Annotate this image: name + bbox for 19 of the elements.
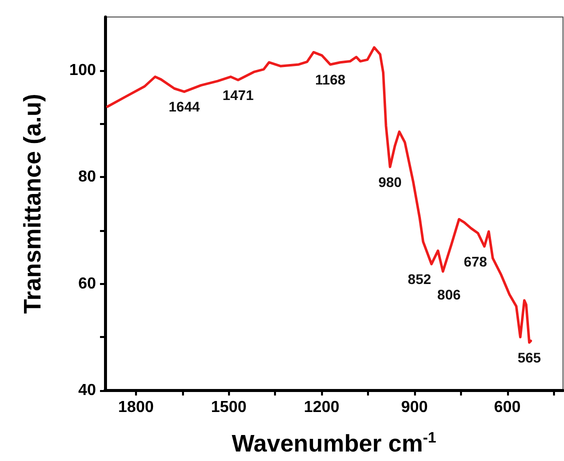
line-series bbox=[106, 46, 532, 344]
y-tick-label: 100 bbox=[69, 62, 96, 79]
x-tick-label: 1200 bbox=[304, 399, 340, 416]
annotation: 1168 bbox=[315, 71, 346, 88]
annotation: 678 bbox=[464, 253, 488, 270]
annotation: 980 bbox=[378, 174, 402, 190]
x-tick-label: 900 bbox=[401, 399, 428, 416]
annotation: 852 bbox=[408, 271, 432, 288]
annotation: 1471 bbox=[222, 86, 254, 103]
annotation: 1644 bbox=[168, 98, 200, 115]
x-tick-label: 1500 bbox=[210, 399, 247, 416]
x-tick-label: 600 bbox=[494, 399, 521, 416]
y-tick-label: 40 bbox=[78, 382, 96, 399]
y-tick-label: 60 bbox=[78, 275, 96, 292]
annotation: 806 bbox=[437, 286, 461, 303]
y-tick-label: 80 bbox=[78, 168, 96, 186]
annotation: 565 bbox=[518, 349, 542, 366]
x-tick-label: 1800 bbox=[118, 399, 154, 416]
y-axis-title: Transmittance (a.u) bbox=[20, 94, 46, 314]
